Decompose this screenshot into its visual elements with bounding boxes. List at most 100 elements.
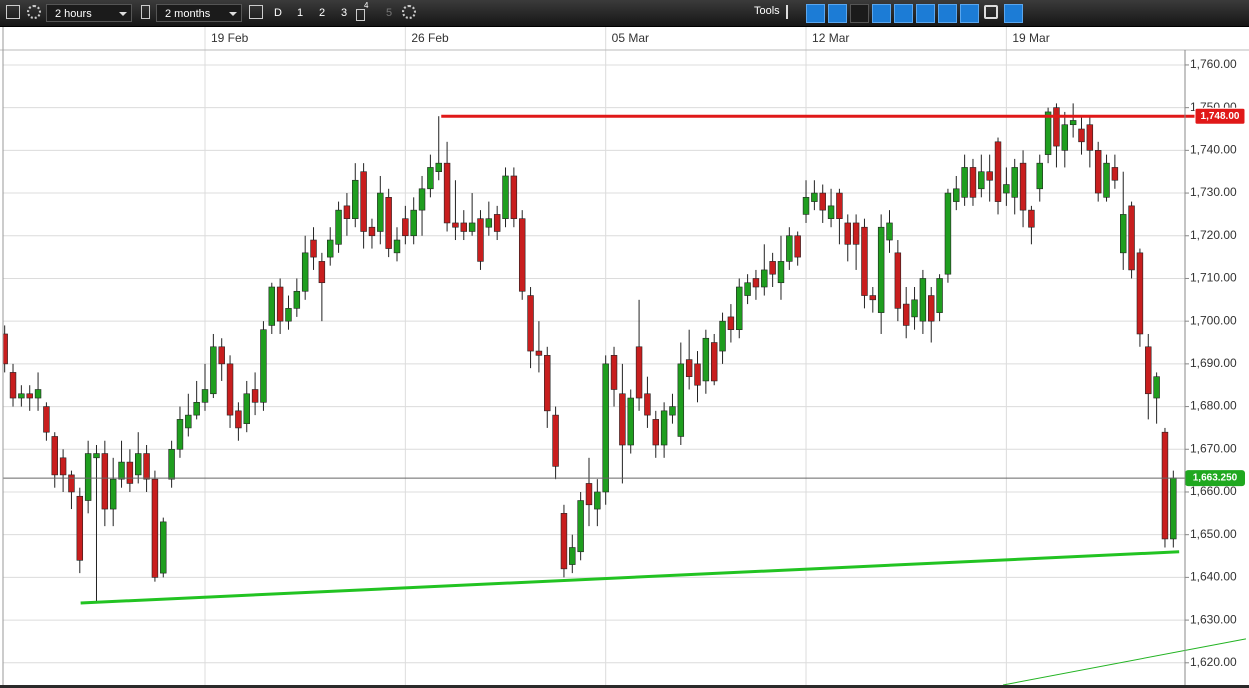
- candle-body: [1053, 107, 1060, 147]
- level-label: 1,748.00: [1201, 111, 1240, 122]
- chart: 19 Feb 26 Feb 05 Mar 12 Mar 19 Mar1,620.001,…: [0, 27, 1249, 688]
- candle-body: [427, 167, 434, 190]
- toolbar: 2 hours 2 months D 1 2 3 4 5 Tools: [0, 0, 1249, 27]
- candle-body: [84, 453, 92, 501]
- tool-button[interactable]: [872, 4, 891, 23]
- candle-body: [777, 261, 785, 284]
- level-label-box: [1194, 107, 1246, 125]
- y-tick-label: 1,700.00: [1190, 313, 1237, 327]
- y-tick-label: 1,640.00: [1190, 570, 1237, 584]
- candle-body: [677, 363, 685, 437]
- candle-body: [226, 363, 234, 416]
- layout-icon[interactable]: [356, 9, 365, 21]
- candle-body: [493, 214, 501, 232]
- price-label: 1,663.250: [1193, 473, 1238, 484]
- candle-body: [527, 295, 534, 352]
- period-button[interactable]: 1: [296, 7, 304, 19]
- period-button[interactable]: 3: [340, 7, 348, 19]
- candle-body: [3, 333, 8, 365]
- tool-button[interactable]: [938, 4, 957, 23]
- candle-body: [552, 414, 559, 467]
- bottom-border: [0, 685, 1249, 688]
- settings-icon[interactable]: [402, 5, 416, 19]
- candle-body: [544, 355, 551, 412]
- y-tick-label: 1,690.00: [1190, 356, 1237, 370]
- menu-icon[interactable]: [6, 5, 20, 19]
- candle-body: [944, 192, 952, 275]
- tool-icon[interactable]: [786, 5, 800, 19]
- candle-body: [619, 393, 626, 446]
- candle-body: [335, 209, 342, 245]
- candle-body: [1078, 128, 1085, 143]
- candle-body: [752, 278, 760, 288]
- settings-icon[interactable]: [27, 5, 41, 19]
- candle-body: [352, 179, 359, 219]
- candle-body: [360, 171, 367, 232]
- y-tick-label: 1,710.00: [1190, 271, 1237, 285]
- tool-button[interactable]: [916, 4, 935, 23]
- x-tick-label: 19 Feb: [211, 31, 249, 45]
- y-tick-label: 1,670.00: [1190, 441, 1237, 455]
- candle-body: [218, 346, 225, 365]
- candle-body: [260, 329, 267, 403]
- candle-body: [410, 209, 417, 237]
- print-icon[interactable]: [984, 5, 998, 19]
- candle-body: [34, 389, 42, 399]
- candle-body: [43, 406, 50, 433]
- candle-body: [1011, 167, 1018, 198]
- candle-body: [1028, 209, 1035, 228]
- candle-body: [1128, 205, 1135, 271]
- candle-body: [953, 188, 960, 202]
- y-tick-label: 1,680.00: [1190, 399, 1237, 413]
- candle-body: [151, 478, 159, 578]
- range-select[interactable]: 2 months: [156, 4, 242, 22]
- candle-body: [502, 175, 509, 219]
- candle-body: [468, 222, 476, 232]
- candle-body: [811, 192, 818, 202]
- interval-select[interactable]: 2 hours: [46, 4, 132, 22]
- candle-body: [919, 278, 927, 322]
- candle-body: [694, 363, 701, 386]
- candle-body: [802, 197, 810, 215]
- candle-body: [201, 389, 209, 403]
- candle-body: [1003, 184, 1010, 194]
- candle-body: [719, 320, 726, 352]
- candle-body: [669, 406, 676, 416]
- candle-body: [736, 286, 743, 331]
- candle-body: [961, 167, 968, 198]
- candle-body: [852, 222, 860, 245]
- period-button[interactable]: D: [274, 7, 282, 19]
- tool-button[interactable]: [850, 4, 869, 23]
- candle-body: [318, 261, 326, 284]
- candle-body: [460, 222, 468, 232]
- tool-button[interactable]: [828, 4, 847, 23]
- candle-body: [978, 171, 985, 190]
- tool-button[interactable]: [960, 4, 979, 23]
- candle-body: [1111, 167, 1119, 181]
- tool-button[interactable]: [894, 4, 913, 23]
- candle-body: [635, 346, 643, 399]
- calendar-icon[interactable]: [249, 5, 263, 19]
- candle-body: [761, 269, 768, 288]
- period-button[interactable]: 2: [318, 7, 326, 19]
- candle-body: [710, 342, 718, 382]
- candle-body: [418, 188, 426, 211]
- candle-body: [251, 389, 259, 403]
- candle-body: [577, 500, 584, 553]
- candle-body: [1036, 162, 1043, 190]
- candle-body: [602, 363, 609, 493]
- y-tick-label: 1,720.00: [1190, 228, 1237, 242]
- trendline: [1002, 638, 1247, 686]
- candle-body: [368, 226, 376, 237]
- tool-button[interactable]: [806, 4, 825, 23]
- lock-icon[interactable]: [141, 5, 150, 19]
- candle-body: [285, 308, 292, 322]
- candle-body: [68, 474, 75, 493]
- candle-body: [301, 252, 309, 292]
- tool-button[interactable]: [1004, 4, 1023, 23]
- x-tick-label: 19 Mar: [1012, 31, 1049, 45]
- candle-body: [1069, 120, 1077, 126]
- badge: 4: [364, 1, 369, 10]
- candle-body: [435, 162, 442, 173]
